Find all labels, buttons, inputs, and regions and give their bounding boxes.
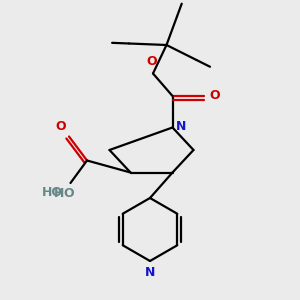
Text: H: H	[54, 187, 64, 200]
Text: HO: HO	[42, 186, 63, 199]
Text: O: O	[209, 89, 220, 103]
Text: N: N	[176, 120, 187, 133]
Text: N: N	[145, 266, 155, 278]
Text: O: O	[146, 55, 157, 68]
Text: O: O	[56, 121, 66, 134]
Text: O: O	[63, 187, 74, 200]
